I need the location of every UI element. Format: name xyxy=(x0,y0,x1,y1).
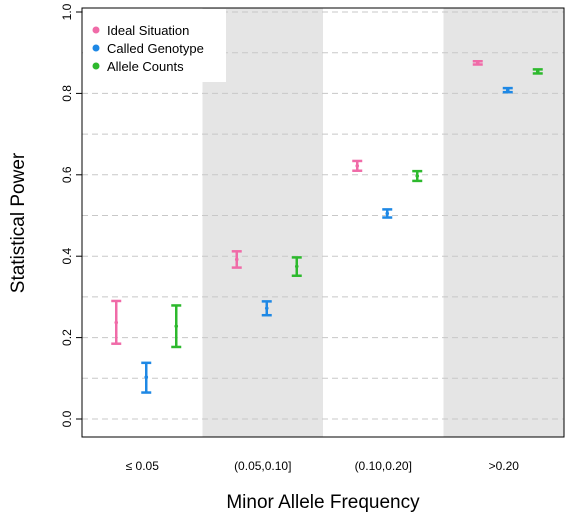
gridlines xyxy=(82,11,564,420)
errorbar xyxy=(472,59,483,66)
errorbar-mean-point xyxy=(294,264,299,269)
x-axis: ≤ 0.05 (0.05,0.10] (0.10,0.20] >0.20 xyxy=(126,459,520,473)
y-tick-label: 1.0 xyxy=(60,3,74,20)
x-tick-label: >0.20 xyxy=(489,459,520,473)
legend-marker xyxy=(92,26,100,34)
category-band xyxy=(443,8,564,437)
y-tick-label: 0.4 xyxy=(60,248,74,265)
errorbar xyxy=(171,304,182,349)
errorbar xyxy=(382,208,393,219)
x-tick-label: (0.05,0.10] xyxy=(234,459,291,473)
y-axis: 0.0 0.2 0.4 0.6 0.8 1.0 xyxy=(60,3,82,427)
y-tick-label: 0.8 xyxy=(60,85,74,102)
x-tick-label: (0.10,0.20] xyxy=(355,459,412,473)
errorbar xyxy=(352,159,363,172)
errorbar-mean-point xyxy=(264,306,269,311)
legend-label: Allele Counts xyxy=(107,59,184,74)
legend-marker xyxy=(92,44,100,52)
legend-marker xyxy=(92,62,100,70)
errorbar-mean-point xyxy=(385,211,390,216)
x-tick-label: ≤ 0.05 xyxy=(126,459,160,473)
errorbar xyxy=(261,300,272,317)
legend-label: Called Genotype xyxy=(107,41,204,56)
errorbar xyxy=(502,86,513,94)
errorbar-mean-point xyxy=(535,69,540,74)
legend: Ideal Situation Called Genotype Allele Cou… xyxy=(83,9,226,82)
category-bands xyxy=(202,8,564,437)
errorbar xyxy=(532,68,543,75)
y-tick-label: 0.0 xyxy=(60,410,74,427)
data-marks xyxy=(111,59,543,394)
legend-label: Ideal Situation xyxy=(107,23,189,38)
errorbar-mean-point xyxy=(415,174,420,178)
errorbar xyxy=(412,169,423,183)
errorbar xyxy=(291,256,302,277)
plot-frame xyxy=(81,7,565,438)
y-axis-title: Statistical Power xyxy=(8,152,29,293)
errorbar-mean-point xyxy=(174,324,179,329)
errorbar-mean-point xyxy=(505,88,510,92)
y-tick-label: 0.2 xyxy=(60,329,74,346)
y-tick-label: 0.6 xyxy=(60,166,74,183)
errorbar xyxy=(141,361,152,394)
x-axis-title: Minor Allele Frequency xyxy=(226,492,420,513)
errorbar-mean-point xyxy=(355,164,360,168)
errorbar-mean-point xyxy=(475,61,480,65)
errorbar xyxy=(111,299,122,345)
errorbar-mean-point xyxy=(144,375,149,379)
legend-box xyxy=(83,9,226,82)
errorbar-mean-point xyxy=(234,257,239,262)
errorbar-mean-point xyxy=(114,320,119,325)
errorbar xyxy=(231,250,242,269)
